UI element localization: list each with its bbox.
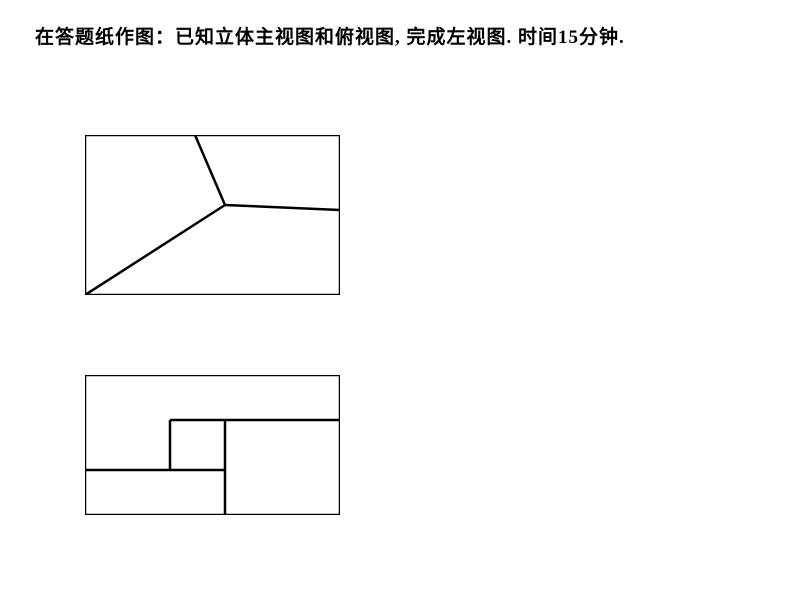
front-view-diagram — [85, 135, 340, 295]
front-view-svg — [85, 135, 340, 295]
top-view-diagram — [85, 375, 340, 515]
instruction-text: 在答题纸作图：已知立体主视图和俯视图, 完成左视图. 时间15分钟. — [35, 22, 625, 49]
top-view-svg — [85, 375, 340, 515]
